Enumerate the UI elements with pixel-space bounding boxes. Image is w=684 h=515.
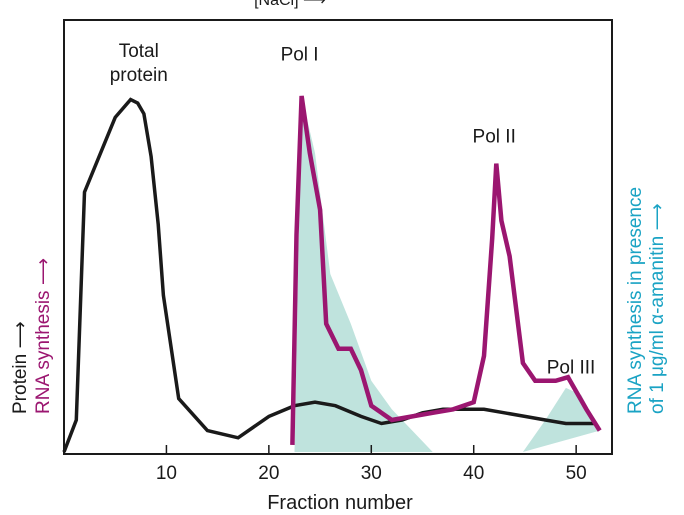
annotation-label: Pol III (547, 358, 596, 379)
annotation-label: Pol I (281, 44, 319, 65)
x-axis-ticks: 10 20 30 40 50 (156, 445, 587, 484)
x-tick-label: 40 (463, 463, 484, 484)
amanitin-fill-1 (294, 96, 433, 452)
peak-annotations: Total protein Pol I Pol II Pol III (110, 41, 596, 379)
amanitin-fill-2 (522, 387, 600, 452)
y-axis-label-rna: RNA synthesis ⟶ (33, 258, 54, 414)
y-axis-label-protein: Protein ⟶ (10, 321, 31, 414)
annotation-label: Pol II (473, 126, 516, 147)
y-axis-label-right-line-2: of 1 μg/ml α-amanitin ⟶ (647, 203, 668, 414)
annotation-label: Total (119, 41, 159, 62)
x-tick-label: 10 (156, 463, 177, 484)
x-tick-label: 50 (566, 463, 587, 484)
annotation-label: protein (110, 65, 168, 86)
plot-frame (63, 19, 613, 455)
y-axis-label-right-line-1: RNA synthesis in presence (625, 187, 646, 414)
x-tick-label: 20 (258, 463, 279, 484)
x-axis-label: Fraction number (267, 492, 413, 514)
top-axis-label: [NaCl] ⟶ (254, 0, 326, 9)
amanitin-resistant-fills (294, 96, 600, 452)
rna-series-line (290, 95, 602, 445)
series-layer (62, 95, 602, 453)
x-tick-label: 30 (361, 463, 382, 484)
protein-series-line (62, 97, 597, 453)
